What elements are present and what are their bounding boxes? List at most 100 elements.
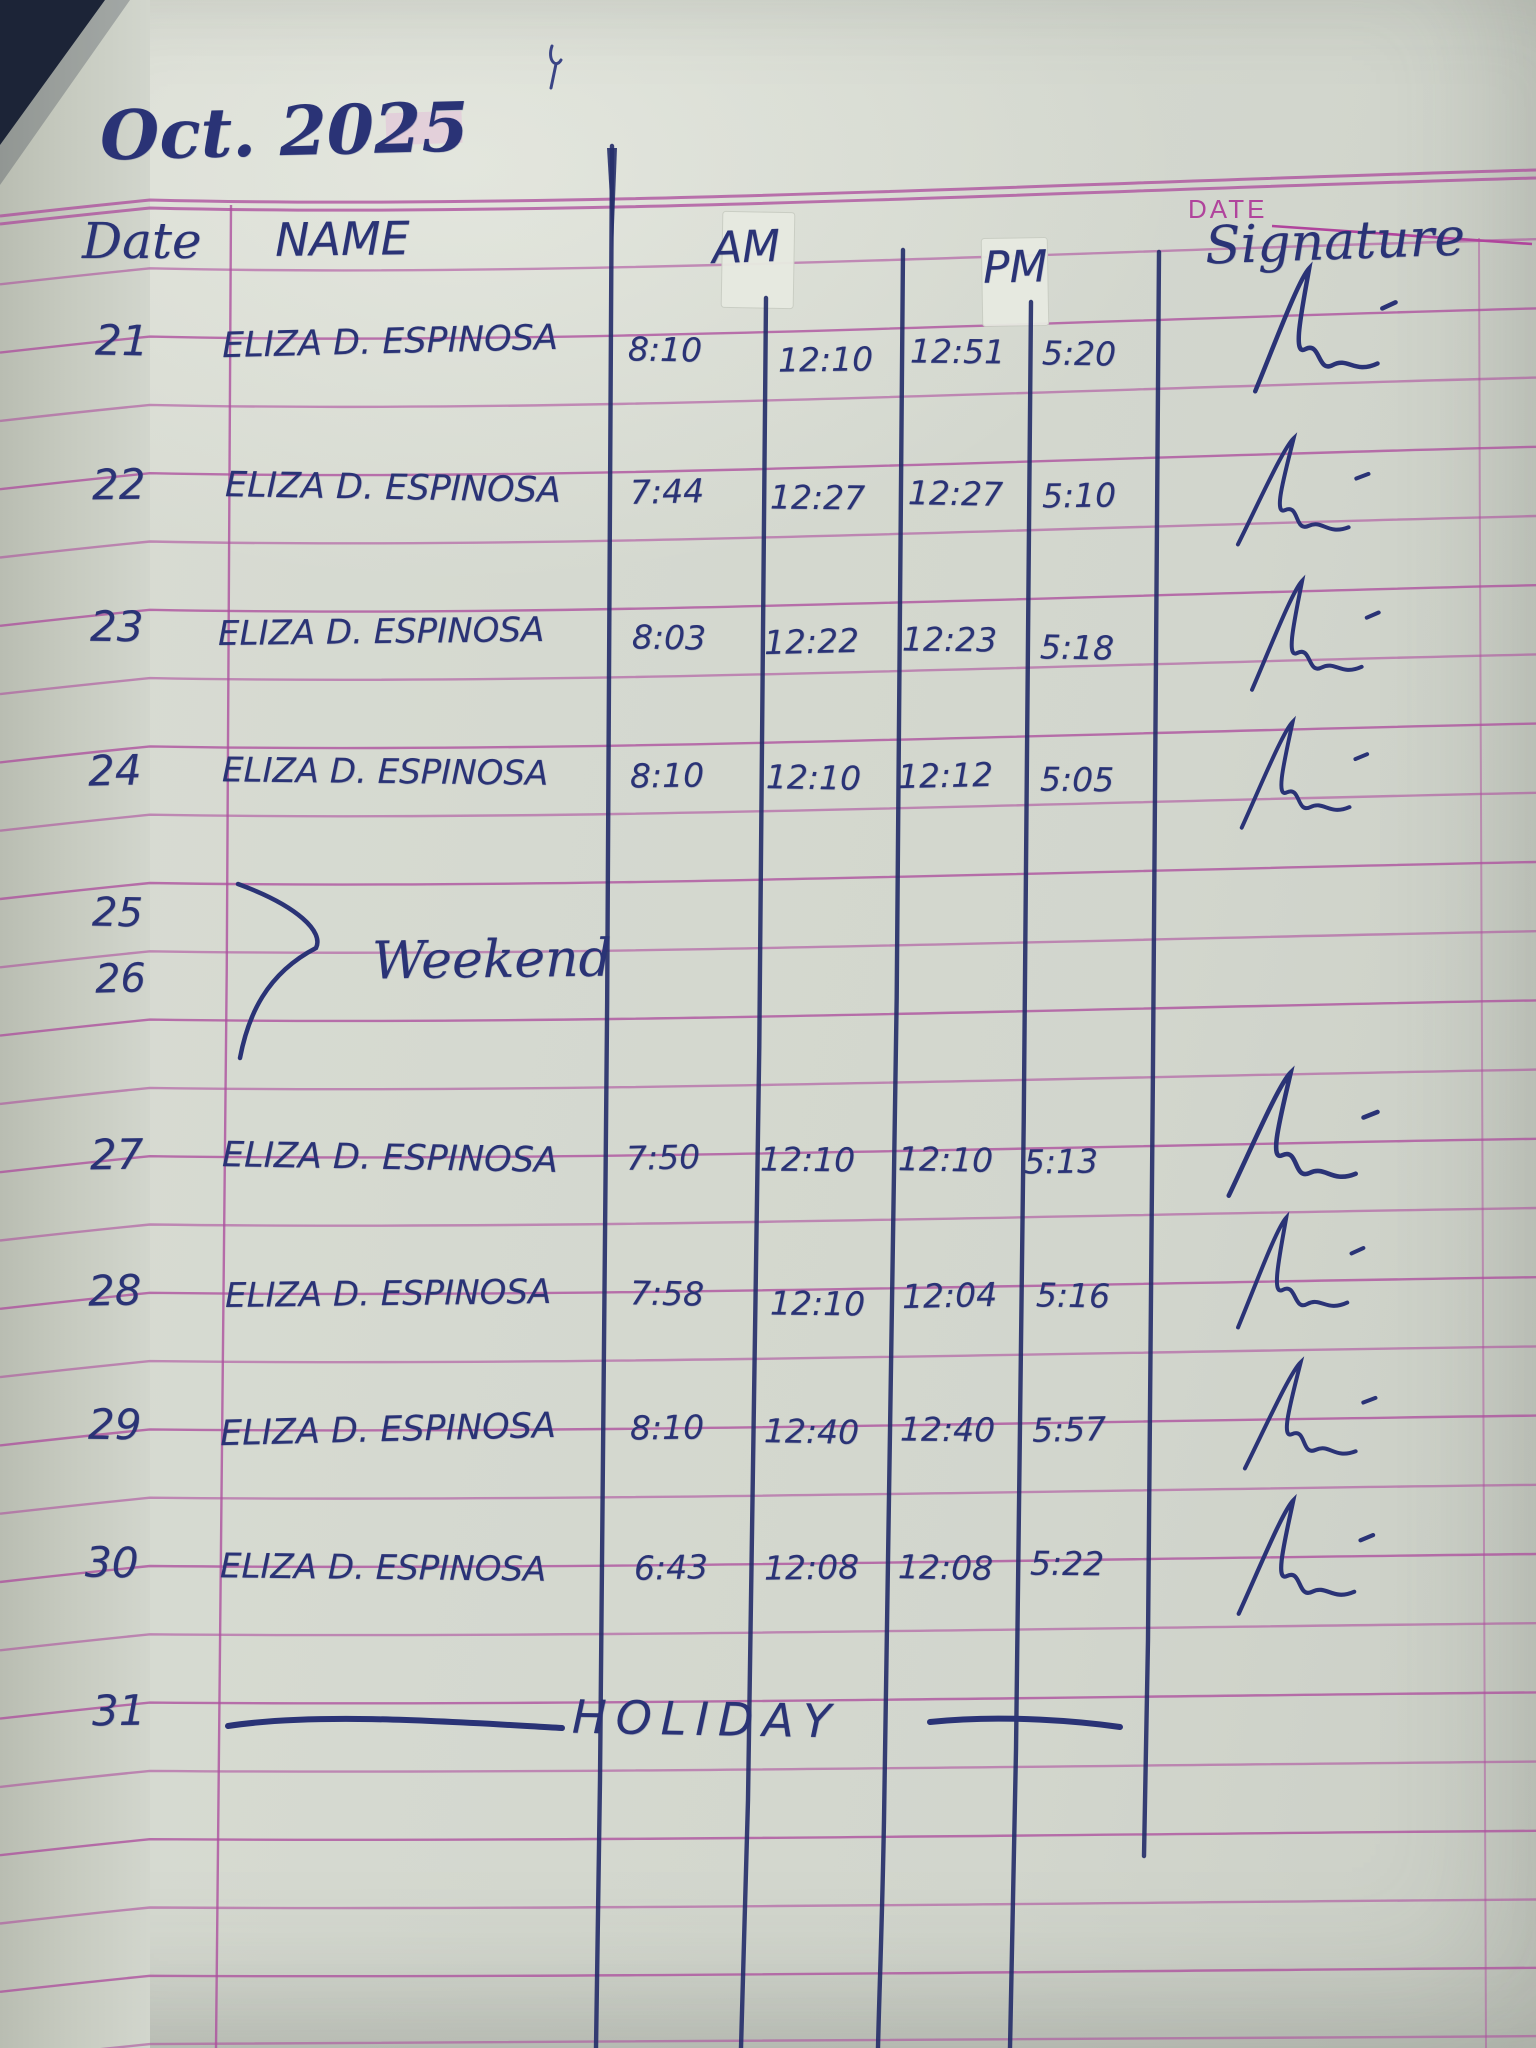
signature-scribble xyxy=(1245,1360,1377,1472)
column-line-pm-split xyxy=(1007,299,1034,2048)
ruled-line xyxy=(0,1276,1536,1310)
ruled-line xyxy=(0,1345,1536,1379)
name-cell: ELIZA D. ESPINOSA xyxy=(219,1546,547,1590)
ruled-line xyxy=(0,791,1536,832)
ruled-line xyxy=(0,1760,1536,1789)
ruled-line xyxy=(0,722,1536,764)
am-out-cell: 12:10 xyxy=(765,757,862,798)
weekend-brace xyxy=(235,881,320,1061)
holiday-dash-left xyxy=(225,1715,565,1731)
am-out-cell: 12:10 xyxy=(769,1283,866,1324)
ruled-line xyxy=(0,307,1536,354)
signature-scribble xyxy=(1229,1071,1378,1198)
date-cell: 26 xyxy=(94,955,147,1003)
date-cell: 28 xyxy=(87,1265,143,1316)
date-cell: 22 xyxy=(91,459,146,510)
am-out-cell: 12:10 xyxy=(777,339,874,380)
pm-in-cell: 12:27 xyxy=(907,473,1004,514)
ruled-line xyxy=(0,1483,1536,1515)
ruled-line xyxy=(0,1898,1536,1925)
page-edge xyxy=(0,0,150,2048)
ruled-line xyxy=(0,168,1536,218)
date-blank-underline xyxy=(1271,224,1533,246)
pm-in-cell: 12:04 xyxy=(901,1274,998,1317)
ruled-line xyxy=(0,1414,1536,1447)
weekend-note: Weekend xyxy=(371,928,613,992)
ruled-line xyxy=(0,653,1536,696)
name-cell: ELIZA D. ESPINOSA xyxy=(221,750,549,794)
signature-scribble xyxy=(1239,719,1370,830)
pm-in-cell: 12:12 xyxy=(897,754,994,797)
ruled-line xyxy=(0,999,1536,1037)
printed-date-label: DATE xyxy=(1188,194,1268,224)
ruled-line xyxy=(0,1622,1536,1652)
am-in-cell: 8:10 xyxy=(629,1407,705,1448)
date-cell: 27 xyxy=(89,1129,144,1180)
name-cell: ELIZA D. ESPINOSA xyxy=(224,1272,552,1316)
correction-tape-am xyxy=(720,210,796,310)
am-out-cell: 12:08 xyxy=(763,1547,860,1588)
page-title: Oct. 2025 xyxy=(99,87,470,177)
pm-out-cell: 5:22 xyxy=(1029,1543,1105,1584)
name-cell: ELIZA D. ESPINOSA xyxy=(217,610,545,654)
pm-out-cell: 5:18 xyxy=(1039,627,1115,668)
signature-scribble xyxy=(1251,265,1398,391)
right-margin-line xyxy=(1478,237,1487,2048)
ruled-line xyxy=(0,1552,1536,1584)
pm-in-cell: 12:10 xyxy=(897,1139,994,1180)
ruled-line xyxy=(0,514,1536,559)
pink-eraser-smear xyxy=(385,110,463,146)
ruled-line xyxy=(0,584,1536,627)
date-cell: 24 xyxy=(87,745,143,796)
column-line-pm-signature xyxy=(1141,249,1162,1859)
spine-corner xyxy=(0,0,105,145)
holiday-dash-right xyxy=(927,1715,1123,1730)
am-out-cell: 12:27 xyxy=(769,477,866,518)
date-column-line xyxy=(214,204,233,2048)
date-cell: 23 xyxy=(89,601,144,652)
header-name: NAME xyxy=(274,211,410,267)
date-cell: 21 xyxy=(94,315,149,366)
ruled-line xyxy=(0,1068,1536,1106)
pm-out-cell: 5:16 xyxy=(1035,1275,1111,1316)
pm-in-cell: 12:23 xyxy=(901,619,998,660)
name-cell: ELIZA D. ESPINOSA xyxy=(219,1405,557,1455)
date-cell: 30 xyxy=(84,1537,139,1588)
am-in-cell: 8:10 xyxy=(629,755,705,796)
spine-corner-shadow xyxy=(0,0,130,185)
signature-scribble xyxy=(1248,577,1383,692)
pm-out-cell: 5:10 xyxy=(1041,475,1117,516)
am-in-cell: 8:03 xyxy=(631,617,707,658)
ruled-line xyxy=(0,1137,1536,1174)
pm-out-cell: 5:20 xyxy=(1041,333,1117,374)
header-signature: Signature xyxy=(1204,207,1467,277)
am-in-cell: 8:10 xyxy=(627,329,703,370)
ruled-line xyxy=(0,860,1536,901)
am-out-cell: 12:22 xyxy=(763,620,860,663)
pm-out-cell: 5:13 xyxy=(1023,1141,1099,1182)
ruled-line xyxy=(0,930,1536,969)
signature-scribble xyxy=(1234,1215,1366,1327)
am-out-cell: 12:40 xyxy=(763,1411,860,1452)
pm-in-cell: 12:51 xyxy=(909,331,1006,372)
signature-column xyxy=(1229,265,1399,1613)
ruled-line xyxy=(0,1966,1536,1993)
column-line-am-pm xyxy=(875,247,906,2048)
ruled-lines xyxy=(0,168,1536,2048)
pm-in-cell: 12:08 xyxy=(897,1547,994,1588)
am-in-cell: 7:58 xyxy=(629,1273,705,1314)
header-am: AM xyxy=(711,220,781,275)
ink-blob xyxy=(607,148,617,250)
ruled-line xyxy=(100,2034,1536,2048)
am-out-cell: 12:10 xyxy=(759,1139,856,1180)
ruled-line xyxy=(0,1829,1536,1857)
date-cell: 25 xyxy=(91,889,144,937)
pm-out-cell: 5:57 xyxy=(1031,1409,1107,1450)
pm-out-cell: 5:05 xyxy=(1039,759,1115,800)
ruled-line xyxy=(0,445,1536,491)
ruled-line xyxy=(0,1206,1536,1242)
stray-pen-mark xyxy=(549,44,563,90)
header-pm: PM xyxy=(982,241,1049,294)
